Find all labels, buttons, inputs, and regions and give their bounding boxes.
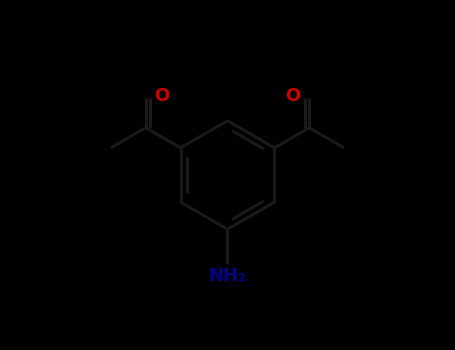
Text: O: O: [154, 87, 169, 105]
Text: O: O: [286, 87, 301, 105]
Text: NH₂: NH₂: [208, 267, 247, 285]
